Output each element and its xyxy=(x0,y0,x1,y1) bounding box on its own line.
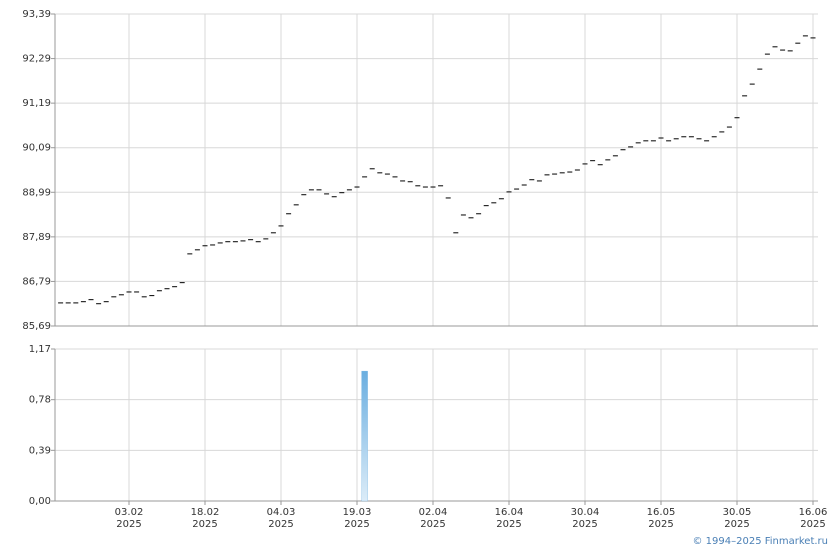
x-tick-label: 30.04 2025 xyxy=(570,507,600,530)
x-tick-label: 02.04 2025 xyxy=(418,507,448,530)
y-tick-label: 0,39 xyxy=(29,445,51,456)
x-tick-label: 04.03 2025 xyxy=(266,507,296,530)
x-tick-label: 16.04 2025 xyxy=(494,507,524,530)
x-tick-label: 30.05 2025 xyxy=(722,507,752,530)
y-tick-label: 91,19 xyxy=(22,98,51,109)
y-tick-label: 0,00 xyxy=(29,496,51,507)
y-tick-label: 93,39 xyxy=(22,9,51,20)
x-tick-label: 03.02 2025 xyxy=(114,507,144,530)
y-tick-label: 86,79 xyxy=(22,276,51,287)
y-tick-label: 0,78 xyxy=(29,395,51,406)
volume-bar xyxy=(361,370,368,502)
y-tick-label: 1,17 xyxy=(29,344,51,355)
y-tick-label: 90,09 xyxy=(22,143,51,154)
x-tick-label: 16.06 2025 xyxy=(798,507,828,530)
y-tick-label: 92,29 xyxy=(22,54,51,65)
x-tick-label: 19.03 2025 xyxy=(342,507,372,530)
y-tick-label: 87,89 xyxy=(22,232,51,243)
x-tick-label: 16.05 2025 xyxy=(646,507,676,530)
y-tick-label: 85,69 xyxy=(22,321,51,332)
y-tick-label: 88,99 xyxy=(22,187,51,198)
x-tick-label: 18.02 2025 xyxy=(190,507,220,530)
credit: © 1994–2025 Finmarket.ru xyxy=(692,536,828,547)
